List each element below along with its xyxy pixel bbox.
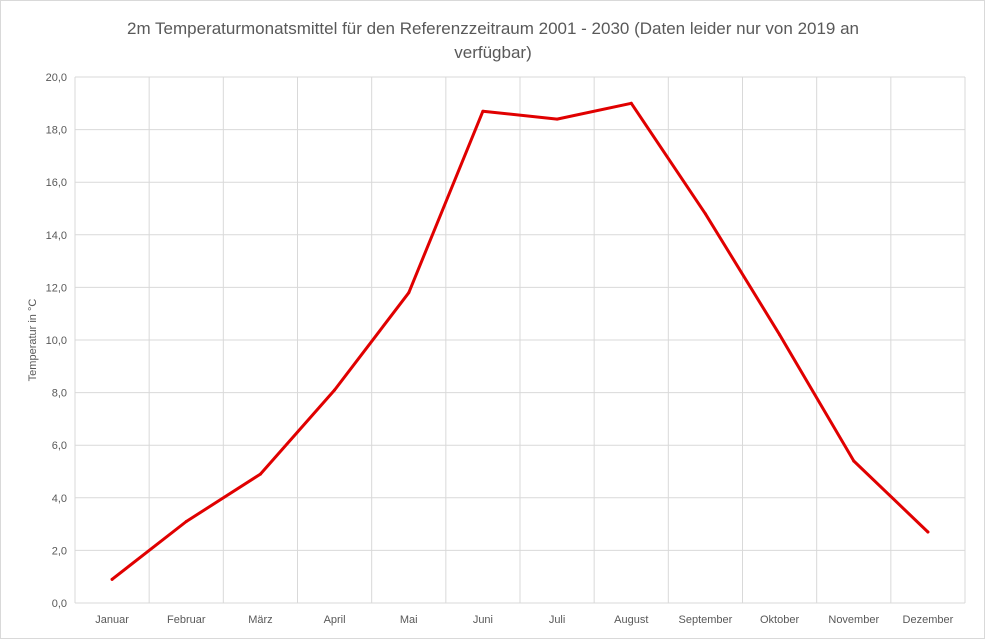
x-tick-label: Juli (549, 614, 566, 626)
x-tick-label: Oktober (760, 614, 799, 626)
x-tick-label: Mai (400, 614, 418, 626)
chart-title: 2m Temperaturmonatsmittel für den Refere… (127, 19, 859, 62)
series-line (110, 101, 930, 581)
y-tick-label: 20,0 (46, 72, 67, 84)
y-axis-ticks: 0,0 2,0 4,0 6,0 8,0 10,0 12,0 14,0 16,0 18,0 20,0 (46, 72, 67, 610)
data-point (481, 109, 485, 113)
chart-title-line-1: 2m Temperaturmonatsmittel für den Refere… (127, 19, 859, 38)
data-point (629, 101, 633, 105)
data-point (852, 459, 856, 463)
x-tick-label: März (248, 614, 272, 626)
x-tick-label: August (614, 614, 648, 626)
x-axis-ticks: Januar Februar März April Mai Juni Juli August S… (95, 614, 953, 626)
x-tick-label: Juni (473, 614, 493, 626)
x-tick-label: Februar (167, 614, 206, 626)
y-axis-label: Temperatur in °C (27, 299, 39, 382)
y-tick-label: 12,0 (46, 282, 67, 294)
y-tick-label: 6,0 (52, 440, 67, 452)
y-tick-label: 2,0 (52, 545, 67, 557)
data-point (778, 333, 782, 337)
series-layer (110, 101, 930, 581)
gridlines (74, 76, 966, 604)
y-tick-label: 8,0 (52, 388, 67, 400)
data-point (333, 388, 337, 392)
y-tick-label: 0,0 (52, 598, 67, 610)
y-tick-label: 18,0 (46, 125, 67, 137)
x-tick-label: Dezember (903, 614, 954, 626)
chart-title-line-2: verfügbar) (454, 43, 531, 62)
data-point (407, 291, 411, 295)
x-tick-label: September (679, 614, 733, 626)
data-point (258, 472, 262, 476)
y-tick-label: 14,0 (46, 230, 67, 242)
data-point (703, 212, 707, 216)
y-tick-label: 4,0 (52, 493, 67, 505)
data-point (926, 530, 930, 534)
x-tick-label: Januar (95, 614, 129, 626)
data-point (184, 519, 188, 523)
data-point (555, 117, 559, 121)
y-tick-label: 10,0 (46, 335, 67, 347)
x-tick-label: November (828, 614, 879, 626)
y-tick-label: 16,0 (46, 177, 67, 189)
data-point (110, 577, 114, 581)
x-tick-label: April (324, 614, 346, 626)
